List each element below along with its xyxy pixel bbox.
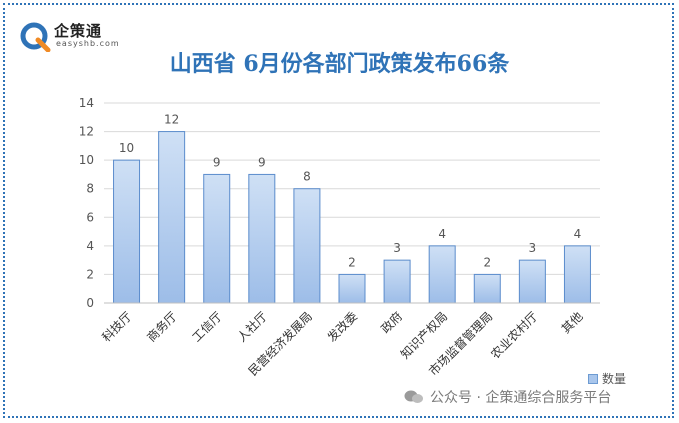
- y-tick-label: 6: [86, 210, 94, 224]
- bar: [158, 131, 186, 304]
- watermark-text: 公众号 · 企策通综合服务平台: [430, 390, 612, 406]
- x-tick-label: 科技厅: [99, 309, 134, 344]
- data-label: 2: [348, 255, 356, 269]
- data-label: 4: [574, 227, 582, 241]
- legend-label: 数量: [602, 372, 627, 386]
- data-label: 3: [393, 241, 401, 255]
- bar: [248, 173, 276, 304]
- x-tick-label: 政府: [378, 309, 406, 337]
- y-tick-label: 12: [79, 125, 94, 139]
- bar: [203, 173, 231, 304]
- brand-domain: easyshb.com: [56, 39, 120, 48]
- y-tick-label: 14: [79, 96, 94, 110]
- bar: [113, 159, 141, 304]
- brand-name: 企策通: [54, 22, 103, 40]
- bar: [383, 259, 411, 304]
- bar: [428, 245, 456, 304]
- bar: [293, 188, 321, 304]
- x-tick-label: 人社厅: [234, 309, 270, 345]
- data-label: 9: [258, 155, 266, 169]
- x-tick-label: 发改委: [324, 309, 360, 345]
- y-tick-label: 8: [86, 182, 94, 196]
- y-tick-label: 2: [86, 267, 94, 281]
- x-tick-label: 商务厅: [144, 309, 180, 345]
- bar: [338, 273, 366, 304]
- brand-logo-icon: [20, 22, 51, 53]
- data-label: 9: [213, 155, 221, 169]
- data-label: 2: [483, 255, 491, 269]
- chart-title: 山西省 6月份各部门政策发布66条: [169, 51, 510, 77]
- y-tick-label: 10: [79, 153, 94, 167]
- watermark: 公众号 · 企策通综合服务平台: [404, 387, 611, 407]
- bar: [473, 273, 501, 304]
- data-label: 10: [119, 141, 134, 155]
- y-tick-label: 0: [86, 296, 94, 310]
- data-label: 3: [529, 241, 537, 255]
- y-tick-label: 4: [86, 239, 94, 253]
- chart-legend: 数量: [588, 370, 626, 387]
- brand-logo: 企策通 easyshb.com: [20, 20, 130, 53]
- data-label: 8: [303, 170, 311, 184]
- legend-swatch: [588, 373, 598, 384]
- data-label: 4: [438, 227, 446, 241]
- x-tick-label: 农业农村厅: [488, 309, 540, 361]
- x-tick-label: 其他: [559, 309, 586, 336]
- bar: [518, 259, 546, 304]
- wechat-icon: [404, 390, 423, 403]
- data-label: 12: [164, 113, 179, 127]
- x-tick-label: 工信厅: [189, 309, 224, 344]
- bar: [563, 245, 591, 304]
